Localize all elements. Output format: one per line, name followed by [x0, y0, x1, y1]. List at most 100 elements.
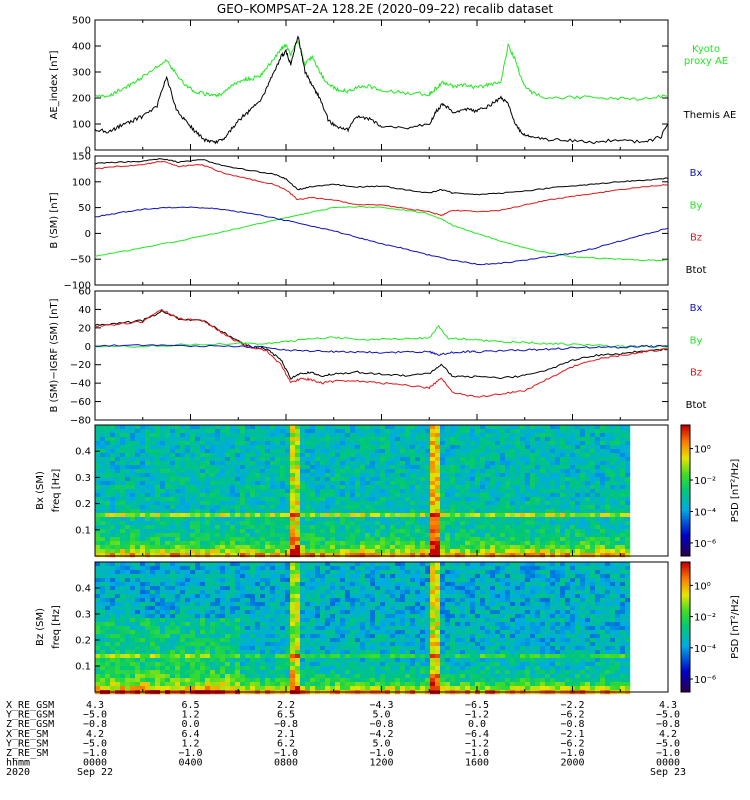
spectrogram-cell: [460, 529, 466, 534]
spectrogram-cell: [350, 545, 356, 550]
spectrogram-cell: [255, 642, 261, 647]
spectrogram-cell: [615, 549, 621, 554]
spectrogram-cell: [180, 537, 186, 542]
spectrogram-cell: [225, 485, 231, 490]
spectrogram-cell: [520, 493, 526, 498]
spectrogram-cell: [95, 545, 101, 550]
spectrogram-cell: [240, 646, 246, 651]
spectrogram-cell: [530, 441, 536, 446]
spectrogram-cell: [230, 469, 236, 474]
spectrogram-cell: [160, 602, 166, 607]
spectrogram-cell: [170, 533, 176, 538]
spectrogram-cell: [210, 602, 216, 607]
spectrogram-cell: [610, 429, 616, 434]
spectrogram-cell: [280, 473, 286, 478]
spectrogram-cell: [100, 686, 106, 691]
spectrogram-cell: [460, 505, 466, 510]
spectrogram-cell: [300, 513, 306, 518]
spectrogram-cell: [265, 610, 271, 615]
spectrogram-cell: [235, 553, 241, 558]
spectrogram-cell: [195, 654, 201, 659]
spectrogram-cell: [325, 433, 331, 438]
spectrogram-cell: [215, 425, 221, 430]
spectrogram-cell: [185, 541, 191, 546]
spectrogram-cell: [560, 541, 566, 546]
spectrogram-cell: [230, 457, 236, 462]
spectrogram-cell: [315, 509, 321, 514]
spectrogram-cell: [525, 461, 531, 466]
spectrogram-cell: [495, 549, 501, 554]
spectrogram-cell: [205, 433, 211, 438]
spectrogram-cell: [105, 590, 111, 595]
spectrogram-cell: [210, 549, 216, 554]
spectrogram-cell: [95, 654, 101, 659]
spectrogram-cell: [105, 638, 111, 643]
spectrogram-cell: [570, 533, 576, 538]
spectrogram-cell: [260, 670, 266, 675]
spectrogram-cell: [605, 529, 611, 534]
spectrogram-cell: [345, 469, 351, 474]
spectrogram-cell: [205, 682, 211, 687]
spectrogram-cell: [470, 505, 476, 510]
spectrogram-cell: [540, 501, 546, 506]
spectrogram-cell: [260, 634, 266, 639]
spectrogram-cell: [305, 425, 311, 430]
spectrogram-cell: [185, 638, 191, 643]
spectrogram-cell: [430, 553, 436, 558]
spectrogram-cell: [95, 598, 101, 603]
spectrogram-cell: [160, 646, 166, 651]
spectrogram-cell: [315, 493, 321, 498]
spectrogram-cell: [115, 674, 121, 679]
spectrogram-cell: [135, 457, 141, 462]
spectrogram-cell: [135, 626, 141, 631]
spectrogram-cell: [620, 429, 626, 434]
spectrogram-cell: [195, 586, 201, 591]
spectrogram-cell: [255, 618, 261, 623]
spectrogram-cell: [310, 453, 316, 458]
spectrogram-cell: [230, 622, 236, 627]
spectrogram-cell: [485, 489, 491, 494]
spectrogram-cell: [535, 457, 541, 462]
spectrogram-cell: [140, 590, 146, 595]
spectrogram-cell: [195, 533, 201, 538]
spectrogram-cell: [440, 521, 446, 526]
spectrogram-cell: [430, 529, 436, 534]
spectrogram-cell: [115, 465, 121, 470]
spectrogram-cell: [440, 533, 446, 538]
spectrogram-cell: [440, 485, 446, 490]
spectrogram-cell: [170, 650, 176, 655]
spectrogram-cell: [205, 461, 211, 466]
spectrogram-cell: [115, 682, 121, 687]
spectrogram-cell: [465, 425, 471, 430]
spectrogram-cell: [605, 501, 611, 506]
spectrogram-cell: [510, 473, 516, 478]
spectrogram-cell: [555, 553, 561, 558]
spectrogram-cell: [530, 445, 536, 450]
spectrogram-cell: [440, 497, 446, 502]
spectrogram-cell: [440, 453, 446, 458]
spectrogram-cell: [120, 537, 126, 542]
spectrogram-cell: [380, 509, 386, 514]
spectrogram-cell: [375, 429, 381, 434]
spectrogram-cell: [285, 521, 291, 526]
spectrogram-cell: [520, 481, 526, 486]
spectrogram-cell: [135, 525, 141, 530]
spectrogram-cell: [255, 666, 261, 671]
spectrogram-cell: [120, 686, 126, 691]
spectrogram-cell: [225, 614, 231, 619]
spectrogram-cell: [125, 598, 131, 603]
spectrogram-cell: [190, 453, 196, 458]
spectrogram-cell: [190, 586, 196, 591]
spectrogram-cell: [455, 437, 461, 442]
spectrogram-cell: [465, 441, 471, 446]
spectrogram-cell: [355, 473, 361, 478]
spectrogram-cell: [135, 630, 141, 635]
spectrogram-cell: [440, 433, 446, 438]
spectrogram-cell: [130, 441, 136, 446]
spectrogram-cell: [210, 501, 216, 506]
spectrogram-cell: [145, 513, 151, 518]
spectrogram-cell: [460, 553, 466, 558]
spectrogram-cell: [120, 425, 126, 430]
spectrogram-cell: [200, 461, 206, 466]
spectrogram-cell: [120, 674, 126, 679]
